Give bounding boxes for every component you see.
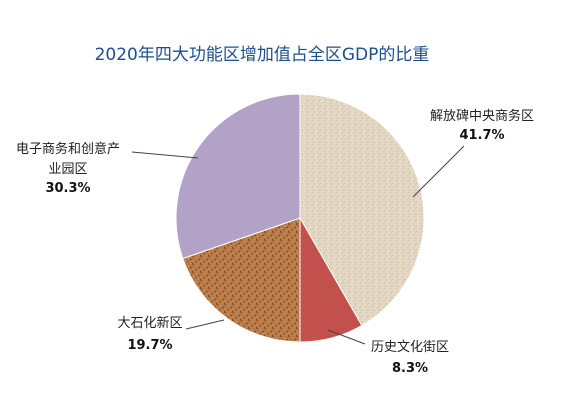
- slice-1-leader-line: [412, 145, 465, 198]
- slice-2-name: 历史文化街区: [371, 340, 449, 355]
- slice-4-name-line-1: 电子商务和创意产: [16, 141, 120, 157]
- slice-2-percent-label: 8.3%: [392, 361, 428, 376]
- slice-4-name-line-2: 业园区: [48, 162, 87, 177]
- slice-3-wedge: [182, 217, 301, 343]
- slice-3-leader-line: [185, 319, 225, 330]
- slice-4-percent-label: 30.3%: [45, 181, 90, 196]
- slice-4-leader-line: [131, 151, 199, 159]
- chart-title: 2020年四大功能区增加值占全区GDP的比重: [95, 45, 430, 65]
- slice-2-leader-line: [327, 329, 366, 345]
- slice-1-percent-label: 41.7%: [459, 128, 504, 143]
- slice-3-name: 大石化新区: [117, 315, 182, 331]
- leader-lines: [131, 145, 465, 345]
- slice-labels: 解放碑中央商务区 41.7% 历史文化街区 8.3% 大石化新区 19.7% 电子商务和创意…: [16, 108, 534, 376]
- slice-3-percent-label: 19.7%: [127, 338, 172, 353]
- slice-1-name: 解放碑中央商务区: [430, 108, 534, 124]
- pie-slices: [175, 93, 425, 343]
- slice-1-wedge: [299, 93, 425, 327]
- slice-4-wedge: [175, 93, 301, 260]
